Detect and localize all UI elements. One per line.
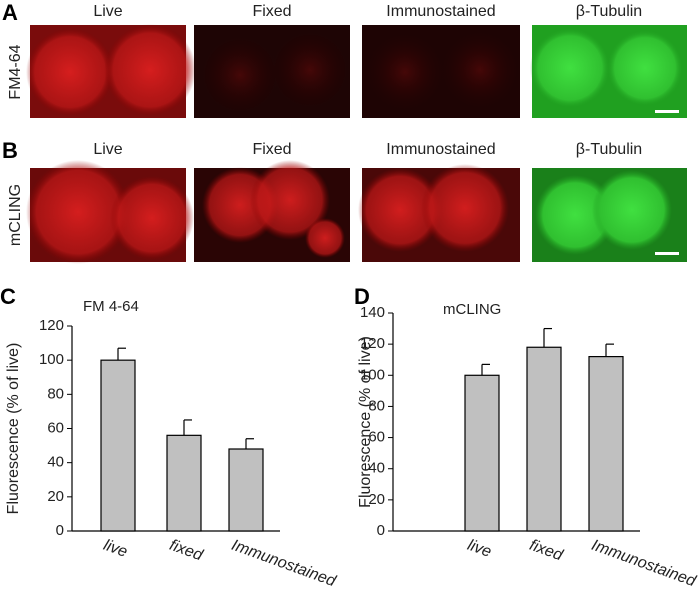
panel-letter: D — [354, 284, 370, 309]
x-tick-label: fixed — [527, 537, 566, 565]
y-tick-label: 120 — [360, 335, 385, 352]
y-tick-label: 100 — [39, 351, 64, 368]
chart-title: mCLING — [443, 301, 501, 318]
x-tick-label: live — [101, 537, 129, 561]
column-label: Fixed — [252, 141, 291, 158]
panel-letter: A — [2, 0, 18, 25]
column-label: Fixed — [252, 3, 291, 20]
bar — [100, 359, 136, 532]
y-tick-label: 80 — [368, 397, 385, 414]
x-tick-label: Immunostained — [229, 537, 339, 591]
column-label: Live — [93, 141, 122, 158]
bar — [166, 434, 202, 532]
column-label: β-Tubulin — [576, 3, 642, 20]
y-tick-label: 0 — [377, 522, 385, 539]
panel-letter: C — [0, 284, 16, 309]
y-tick-label: 20 — [47, 488, 64, 505]
bar — [228, 448, 264, 532]
y-tick-label: 120 — [39, 317, 64, 334]
y-tick-label: 140 — [360, 304, 385, 321]
y-tick-label: 40 — [368, 460, 385, 477]
y-tick-label: 60 — [47, 419, 64, 436]
y-tick-label: 0 — [56, 522, 64, 539]
column-label: Immunostained — [386, 141, 495, 158]
x-tick-label: live — [465, 537, 493, 561]
bar — [526, 346, 562, 532]
y-axis-label: Fluorescence (% of live) — [5, 343, 22, 515]
bar — [464, 374, 500, 532]
image-row-b — [26, 160, 687, 264]
y-tick-label: 100 — [360, 366, 385, 383]
x-tick-label: fixed — [167, 537, 206, 565]
y-tick-label: 40 — [47, 454, 64, 471]
bar — [588, 356, 624, 532]
row-label: FM4-64 — [7, 44, 24, 99]
y-tick-label: 80 — [47, 385, 64, 402]
column-label: Live — [93, 3, 122, 20]
chart-title: FM 4-64 — [83, 298, 139, 315]
x-tick-label: Immunostained — [589, 537, 699, 591]
y-tick-label: 20 — [368, 491, 385, 508]
row-label: mCLING — [7, 184, 24, 246]
y-axis-label: Fluorescence (% of live) — [357, 336, 374, 508]
column-label: Immunostained — [386, 3, 495, 20]
column-label: β-Tubulin — [576, 141, 642, 158]
panel-letter: B — [2, 138, 18, 163]
y-tick-label: 60 — [368, 429, 385, 446]
image-row-a — [26, 24, 687, 118]
